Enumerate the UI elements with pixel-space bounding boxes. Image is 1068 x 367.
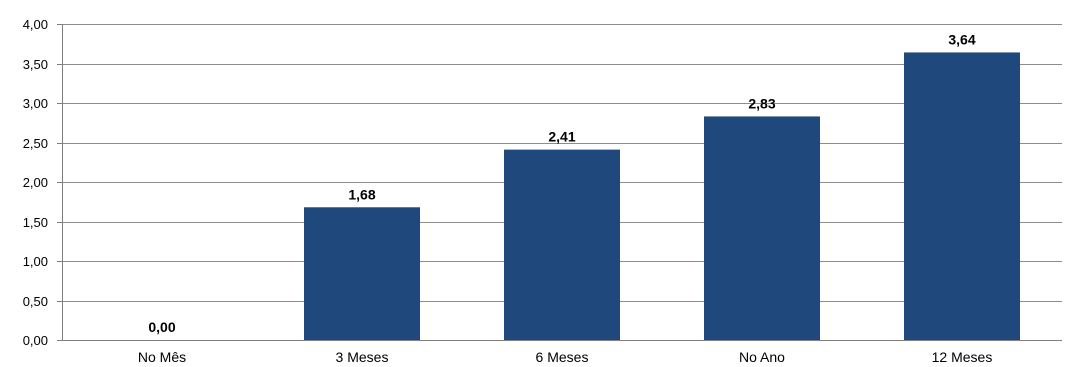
x-tick-label-0: No Mês xyxy=(138,349,186,365)
data-label-3: 2,83 xyxy=(748,95,775,111)
x-tick-label-3: No Ano xyxy=(739,349,785,365)
y-tick-label: 0,00 xyxy=(23,333,48,348)
x-tick-label-1: 3 Meses xyxy=(336,349,389,365)
label-layer: 0,00 0,50 1,00 1,50 2,00 2,50 3,00 3,50 4,00 0,00… xyxy=(23,17,993,365)
data-label-2: 2,41 xyxy=(548,129,575,145)
y-tick-label: 1,50 xyxy=(23,215,48,230)
x-tick-label-2: 6 Meses xyxy=(536,349,589,365)
x-tick-label-4: 12 Meses xyxy=(932,349,993,365)
bar-layer xyxy=(304,52,1020,341)
y-tick-label: 4,00 xyxy=(23,17,48,32)
y-tick-label: 0,50 xyxy=(23,294,48,309)
axis-layer xyxy=(57,24,1062,341)
data-label-4: 3,64 xyxy=(948,31,975,47)
data-label-0: 0,00 xyxy=(148,319,175,335)
bar-3 xyxy=(704,116,820,341)
bar-2 xyxy=(504,149,620,340)
y-tick-label: 2,50 xyxy=(23,136,48,151)
bar-4 xyxy=(904,52,1020,340)
y-tick-label: 3,00 xyxy=(23,96,48,111)
data-label-1: 1,68 xyxy=(348,186,375,202)
y-tick-label: 3,50 xyxy=(23,57,48,72)
bar-1 xyxy=(304,207,420,340)
y-tick-label: 2,00 xyxy=(23,175,48,190)
y-tick-label: 1,00 xyxy=(23,254,48,269)
